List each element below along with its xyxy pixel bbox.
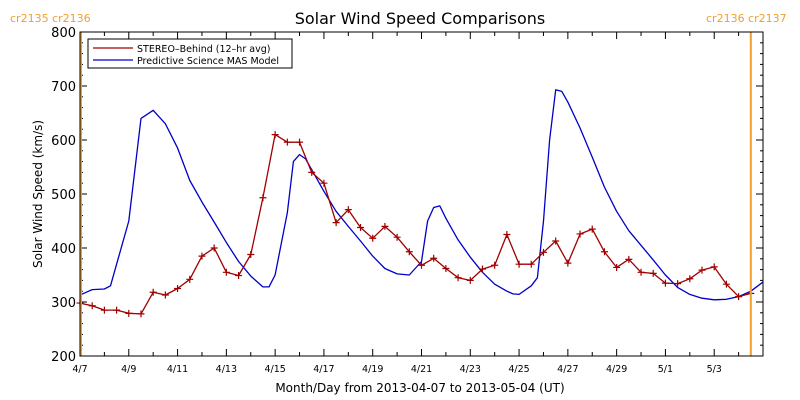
x-tick-label: 4/15: [264, 364, 285, 375]
stereo-data-point: [418, 261, 425, 269]
stereo-data-point: [491, 261, 499, 269]
stereo-data-point: [588, 225, 596, 233]
x-tick-label: 5/1: [658, 364, 673, 375]
chart-title: Solar Wind Speed Comparisons: [295, 9, 546, 28]
stereo-data-point: [271, 131, 279, 139]
stereo-data-point: [442, 265, 450, 273]
stereo-data-point: [637, 268, 645, 276]
legend: STEREO–Behind (12–hr avg) Predictive Sci…: [87, 38, 293, 69]
carrington-label-left: cr2135 cr2136: [10, 12, 91, 25]
x-tick-label: 4/29: [606, 364, 627, 375]
legend-box: [87, 38, 293, 69]
model-series-line: [79, 89, 764, 301]
x-tick-label: 4/19: [362, 364, 383, 375]
stereo-data-point: [674, 280, 682, 288]
y-tick-label: 400: [51, 242, 76, 257]
stereo-data-point: [735, 293, 743, 301]
stereo-data-point: [564, 259, 572, 267]
y-tick-label: 300: [51, 296, 76, 311]
boundary-markers: [80, 32, 752, 356]
y-tick-label: 500: [51, 188, 76, 203]
stereo-data-point: [613, 263, 621, 271]
stereo-data-point: [332, 219, 340, 227]
stereo-data-point: [661, 279, 669, 287]
stereo-data-point: [137, 310, 145, 318]
stereo-data-point: [247, 250, 255, 258]
stereo-data-point: [161, 291, 169, 299]
x-tick-label: 4/23: [460, 364, 481, 375]
stereo-data-point: [600, 248, 608, 256]
stereo-data-point: [381, 222, 389, 230]
y-tick-label: 600: [51, 134, 76, 149]
stereo-data-point: [308, 168, 316, 176]
stereo-data-point: [503, 231, 511, 238]
x-tick-label: 4/27: [557, 364, 578, 375]
x-tick-label: 4/21: [411, 364, 432, 375]
stereo-data-point: [296, 138, 304, 146]
stereo-data-point: [405, 248, 413, 256]
stereo-data-point: [125, 309, 133, 317]
stereo-data-point: [466, 276, 474, 284]
y-axis-label: Solar Wind Speed (km/s): [31, 120, 45, 268]
stereo-data-point: [100, 306, 108, 314]
stereo-series-line: [79, 133, 751, 315]
x-tick-label: 5/3: [707, 364, 722, 375]
stereo-data-point: [235, 272, 243, 280]
stereo-data-point: [698, 266, 706, 274]
stereo-data-point: [259, 194, 267, 202]
legend-label-model: Predictive Science MAS Model: [137, 56, 279, 67]
x-tick-label: 4/7: [72, 364, 87, 375]
y-tick-label: 700: [51, 80, 76, 95]
stereo-data-point: [478, 265, 486, 273]
stereo-data-point: [686, 275, 694, 283]
x-tick-label: 4/11: [167, 364, 188, 375]
stereo-data-point: [515, 260, 523, 268]
stereo-data-point: [357, 223, 365, 231]
stereo-data-point: [186, 275, 194, 283]
stereo-data-point: [320, 179, 328, 187]
stereo-data-point: [539, 248, 547, 256]
stereo-data-point: [710, 263, 718, 271]
stereo-data-point: [210, 244, 218, 252]
stereo-data-point: [113, 306, 121, 314]
stereo-data-point: [393, 233, 401, 241]
stereo-data-point: [198, 252, 206, 260]
stereo-data-point: [527, 260, 535, 268]
carrington-label-right: cr2136 cr2137: [706, 12, 787, 25]
plot-frame: [79, 31, 764, 357]
y-tick-label: 800: [51, 26, 76, 41]
stereo-data-point: [454, 274, 462, 282]
x-tick-label: 4/25: [508, 364, 529, 375]
stereo-data-point: [369, 234, 377, 242]
x-tick-label: 4/17: [313, 364, 334, 375]
stereo-data-point: [174, 285, 182, 292]
y-tick-label: 200: [51, 350, 76, 365]
stereo-data-point: [722, 280, 730, 288]
stereo-data-point: [222, 268, 230, 276]
stereo-data-point: [625, 255, 633, 263]
stereo-data-point: [344, 206, 352, 214]
x-tick-label: 4/9: [121, 364, 136, 375]
stereo-data-point: [649, 269, 657, 277]
stereo-data-point: [88, 302, 96, 310]
legend-label-stereo: STEREO–Behind (12–hr avg): [137, 44, 270, 55]
stereo-data-point: [149, 288, 157, 296]
stereo-data-point: [576, 230, 584, 238]
stereo-data-point: [552, 237, 560, 245]
x-tick-label: 4/13: [216, 364, 237, 375]
stereo-data-point: [283, 138, 291, 146]
stereo-data-point: [430, 254, 438, 262]
x-axis-label: Month/Day from 2013-04-07 to 2013-05-04 …: [275, 381, 564, 395]
